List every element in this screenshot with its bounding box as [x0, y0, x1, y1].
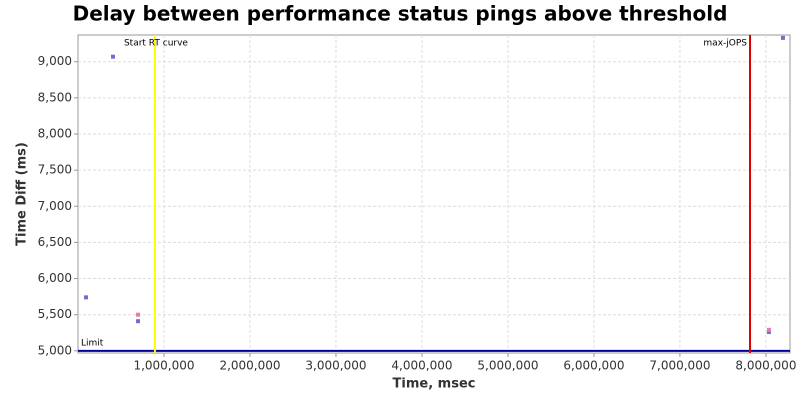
marker-label: Start RT curve — [124, 39, 188, 49]
y-tick-label: 5,000 — [38, 343, 72, 357]
chart-title: Delay between performance status pings a… — [73, 2, 728, 26]
y-tick-label: 7,000 — [38, 199, 72, 213]
x-tick-label: 6,000,000 — [563, 359, 624, 373]
point — [136, 319, 141, 324]
point — [766, 330, 771, 335]
point — [110, 54, 115, 59]
x-tick-label: 8,000,000 — [735, 359, 796, 373]
y-tick-label: 6,500 — [38, 235, 72, 249]
y-tick-label: 6,000 — [38, 271, 72, 285]
plot-area — [77, 34, 791, 354]
y-tick-label: 7,500 — [38, 163, 72, 177]
y-tick-label: 8,000 — [38, 127, 72, 141]
x-tick-label: 7,000,000 — [649, 359, 710, 373]
limit-label: Limit — [81, 338, 104, 348]
x-tick-label: 5,000,000 — [477, 359, 538, 373]
point — [780, 35, 785, 40]
point — [766, 327, 771, 332]
point — [136, 312, 141, 317]
x-tick-label: 2,000,000 — [219, 359, 280, 373]
x-tick-label: 1,000,000 — [133, 359, 194, 373]
y-tick-label: 5,500 — [38, 307, 72, 321]
marker-label: max-jOPS — [703, 39, 747, 49]
x-axis-label: Time, msec — [393, 377, 476, 392]
point — [83, 295, 88, 300]
y-tick-label: 8,500 — [38, 90, 72, 104]
x-tick-label: 4,000,000 — [391, 359, 452, 373]
y-axis-label: Time Diff (ms) — [15, 142, 30, 246]
y-tick-label: 9,000 — [38, 54, 72, 68]
x-tick-label: 3,000,000 — [305, 359, 366, 373]
